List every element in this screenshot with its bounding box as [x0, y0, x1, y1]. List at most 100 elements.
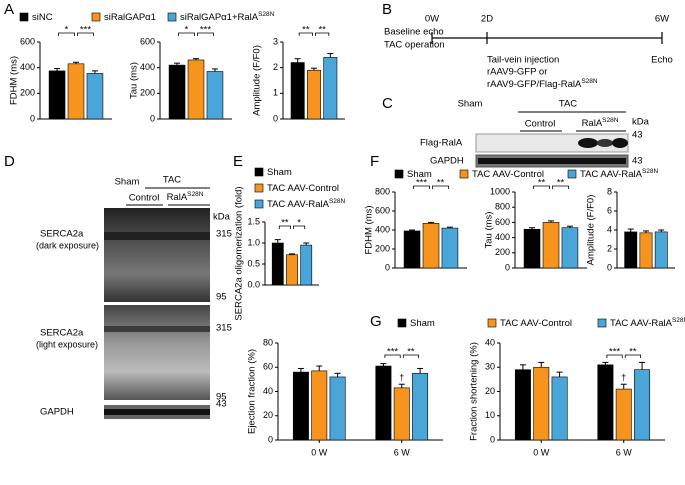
text-part: Sham: [410, 318, 435, 329]
timeline-text: Echo: [651, 55, 673, 66]
superscript: S28N: [329, 198, 346, 205]
blot-label: GAPDH: [40, 407, 74, 418]
bar: [624, 231, 638, 269]
significance-label: ***: [387, 347, 398, 358]
bar: [300, 244, 313, 286]
bar: [311, 370, 328, 441]
y-axis-label: Fraction shortening (%): [469, 342, 480, 441]
superscript: S28N: [581, 78, 598, 85]
y-tick-label: 80: [263, 337, 273, 347]
superscript: S28N: [187, 191, 204, 198]
band: [478, 158, 626, 164]
significance-bracket: [293, 225, 306, 229]
bar: [514, 369, 531, 441]
y-tick-label: 10: [485, 410, 495, 420]
bar: [551, 376, 568, 441]
y-axis-label: Ejection fraction (%): [247, 349, 258, 434]
legend-label: TAC AAV-Control: [267, 183, 339, 194]
bar: [403, 230, 421, 269]
timeline-label: 6W: [655, 14, 669, 25]
y-tick-label: 1000: [490, 186, 510, 196]
significance-label: *: [185, 25, 189, 36]
significance-bracket: [552, 185, 569, 189]
y-tick-label: 600: [140, 36, 155, 46]
significance-bracket: [58, 32, 75, 36]
y-tick-label: 0: [273, 113, 278, 123]
y-tick-label: 8: [607, 186, 612, 196]
y-tick-label: 200: [20, 88, 35, 98]
blot-label: SERCA2a: [40, 229, 84, 240]
y-tick-label: 400: [20, 62, 35, 72]
blot-panel: Sham TAC Control RalAS28N kDa Flag-RalA …: [420, 99, 650, 168]
significance-bracket: [413, 185, 430, 189]
y-axis-label: Amplitude (F/F0): [252, 45, 263, 116]
text-part: TAC AAV-Control: [472, 169, 544, 180]
bar: [48, 70, 66, 120]
significance-label: ***: [80, 25, 91, 36]
kda-label: 43: [632, 130, 643, 141]
kda-label: 315: [216, 229, 232, 240]
legend-swatch: [459, 169, 469, 179]
bar: [187, 59, 205, 120]
y-tick-label: 200: [495, 247, 510, 257]
y-tick-label: 0: [505, 262, 510, 272]
bar: [597, 364, 614, 441]
bar: [654, 231, 668, 269]
bar: [286, 254, 298, 286]
legend-label: TAC AAV-RalAS28N: [580, 168, 659, 180]
bar: [271, 242, 284, 286]
legend-swatch: [487, 318, 497, 328]
y-tick-label: 20: [485, 386, 495, 396]
text-part: RalA: [582, 118, 603, 129]
text-part: rAAV9-GFP/Flag-RalA: [487, 79, 582, 90]
kda-label: 43: [632, 156, 643, 167]
text-part: TAC AAV-Control: [500, 318, 572, 329]
legend-swatch: [567, 169, 577, 179]
bar: [206, 71, 224, 120]
text-part: TAC AAV-Control: [267, 183, 339, 194]
text-part: siRalGAPα1: [104, 12, 156, 23]
panel-label: E: [233, 153, 243, 170]
superscript: S28N: [642, 168, 659, 175]
significance-label: *: [297, 218, 301, 229]
significance-bracket: [298, 32, 313, 36]
y-tick-label: 400: [140, 62, 155, 72]
significance-bracket: [77, 32, 94, 36]
legend-swatch: [397, 318, 407, 328]
y-tick-label: 400: [495, 232, 510, 242]
y-tick-label: 800: [375, 186, 390, 196]
timeline-text: rAAV9-GFP or: [487, 67, 547, 78]
unit-label: kDa: [632, 117, 650, 128]
legend-label: Sham: [410, 318, 435, 329]
bar: [86, 73, 104, 120]
significance-bracket: [533, 185, 550, 189]
y-tick-label: 200: [375, 243, 390, 253]
bar: [292, 371, 309, 441]
bar: [422, 223, 440, 269]
bar: [561, 227, 579, 269]
significance-bracket: [197, 32, 214, 36]
legend-swatch: [394, 169, 404, 179]
x-tick-label: 6 W: [616, 447, 633, 457]
y-tick-label: 2: [273, 62, 278, 72]
significance-label: **: [538, 178, 546, 189]
significance-label: ***: [416, 178, 427, 189]
y-tick-label: 600: [375, 205, 390, 215]
y-tick-label: 1.0: [247, 237, 260, 247]
text-part: siRalGAPα1+RalA: [180, 12, 259, 23]
text-part: Sham: [407, 169, 432, 180]
significance-label: **: [318, 25, 326, 36]
bar: [533, 366, 550, 441]
text-part: TAC AAV-RalA: [267, 199, 330, 210]
significance-label: **: [281, 218, 289, 229]
unit-label: kDa: [213, 212, 231, 223]
significance-label: **: [629, 347, 637, 358]
band: [597, 139, 613, 147]
blot-note: (dark exposure): [36, 240, 99, 250]
group-label: TAC: [163, 175, 181, 186]
timeline-text: Baseline echo: [384, 27, 444, 38]
bar: [67, 63, 85, 120]
y-axis-label: FDHM (ms): [364, 205, 375, 254]
y-tick-label: 3: [273, 36, 278, 46]
band: [104, 326, 210, 332]
